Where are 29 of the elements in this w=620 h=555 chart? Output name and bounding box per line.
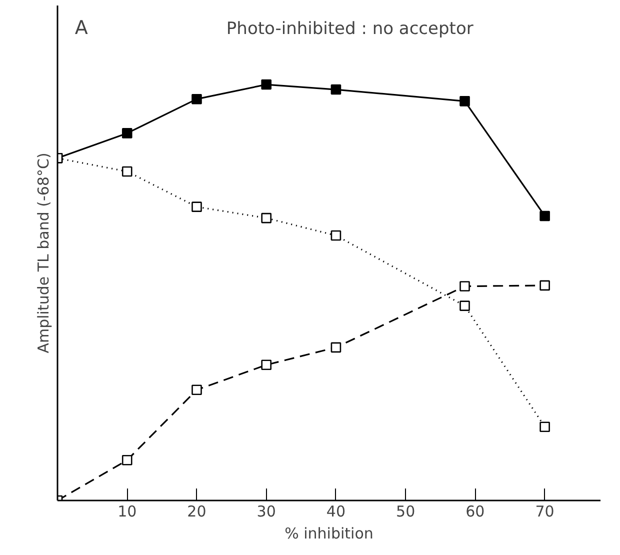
- x-tick-label: 60: [466, 502, 485, 520]
- y-axis-title: Amplitude TL band (-68°C): [34, 152, 52, 354]
- point: [460, 281, 470, 292]
- point: [540, 210, 550, 222]
- point: [261, 212, 272, 224]
- text: A: [74, 16, 88, 39]
- x-tick-label: 30: [256, 502, 276, 520]
- x-axis-title: % inhibition: [284, 524, 374, 542]
- point: [261, 360, 272, 370]
- point: [460, 300, 470, 311]
- point: [192, 94, 202, 104]
- x-tick-label: 50: [396, 502, 416, 520]
- point: [192, 202, 202, 212]
- point: [122, 166, 132, 177]
- chart-title: Photo-inhibited : no acceptor: [226, 18, 474, 39]
- point: [122, 455, 132, 466]
- x-tick-label: 20: [187, 502, 206, 520]
- point: [330, 230, 342, 241]
- point: [330, 84, 342, 95]
- point: [540, 280, 550, 291]
- point: [540, 422, 550, 432]
- point: [330, 342, 342, 353]
- x-tick-label: 10: [118, 502, 137, 520]
- x-tick-label: 70: [535, 502, 554, 520]
- point: [261, 79, 272, 90]
- x-tick-label: 40: [326, 502, 346, 520]
- point: [460, 96, 470, 106]
- point: [122, 128, 132, 138]
- point: [192, 384, 202, 396]
